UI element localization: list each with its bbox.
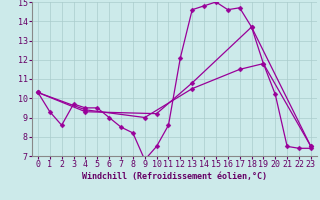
X-axis label: Windchill (Refroidissement éolien,°C): Windchill (Refroidissement éolien,°C): [82, 172, 267, 181]
